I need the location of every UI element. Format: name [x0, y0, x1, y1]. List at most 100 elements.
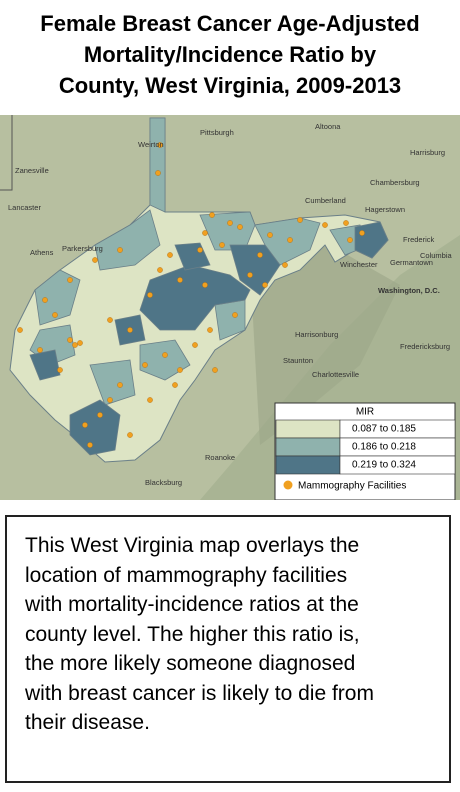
- county: [139, 264, 251, 331]
- facility-dot: [209, 212, 215, 218]
- facility-dot: [67, 337, 73, 343]
- facility-dot: [92, 257, 98, 263]
- place-label: Harrisburg: [410, 148, 445, 157]
- facility-dot: [177, 277, 183, 283]
- place-label: Cumberland: [305, 196, 346, 205]
- caption-box: This West Virginia map overlays the loca…: [5, 515, 451, 783]
- map: Pittsburgh Altoona Harrisburg Weirton Ch…: [0, 115, 460, 500]
- facility-dot: [167, 252, 173, 258]
- facility-dot: [142, 362, 148, 368]
- facility-dot: [247, 272, 253, 278]
- legend-swatch: [275, 419, 341, 439]
- place-label: Roanoke: [205, 453, 235, 462]
- facility-dot: [155, 170, 161, 176]
- place-label: Frederick: [403, 235, 435, 244]
- facility-dot: [147, 292, 153, 298]
- facility-dot: [72, 342, 78, 348]
- facility-dot: [322, 222, 328, 228]
- caption-line: the more likely someone diagnosed: [25, 652, 356, 675]
- facility-dot: [162, 352, 168, 358]
- legend-facility-label: Mammography Facilities: [298, 481, 406, 492]
- place-label: Germantown: [390, 258, 433, 267]
- legend-label: 0.087 to 0.185: [352, 424, 416, 435]
- place-label: Fredericksburg: [400, 342, 450, 351]
- facility-dot: [117, 382, 123, 388]
- place-label: Staunton: [283, 356, 313, 365]
- facility-dot: [87, 442, 93, 448]
- facility-dot: [37, 347, 43, 353]
- place-label: Winchester: [340, 260, 378, 269]
- title: Female Breast Cancer Age-Adjusted Mortal…: [0, 8, 460, 101]
- facility-dot: [297, 217, 303, 223]
- caption-line: their disease.: [25, 711, 150, 734]
- facility-dot: [127, 327, 133, 333]
- place-label: Parkersburg: [62, 244, 103, 253]
- place-label: Lancaster: [8, 203, 41, 212]
- facility-dot: [52, 312, 58, 318]
- place-label: Altoona: [315, 122, 341, 131]
- legend-label: 0.186 to 0.218: [352, 442, 416, 453]
- place-label: Athens: [30, 248, 54, 257]
- legend-rows: 0.087 to 0.185 0.186 to 0.218 0.219 to 0.3…: [275, 419, 456, 492]
- facility-dot: [127, 432, 133, 438]
- place-label: Columbia: [420, 251, 453, 260]
- legend-dot: [283, 480, 293, 490]
- caption-line: with mortality-incidence ratios at the: [25, 593, 359, 616]
- legend-title: MIR: [356, 407, 374, 418]
- facility-dot: [67, 277, 73, 283]
- county: [89, 359, 136, 406]
- county: [199, 211, 256, 251]
- place-label: Harrisonburg: [295, 330, 338, 339]
- facility-dot: [192, 342, 198, 348]
- facility-dot: [343, 220, 349, 226]
- caption-line: This West Virginia map overlays the: [25, 534, 360, 557]
- inset-border: [0, 115, 13, 191]
- county: [34, 269, 81, 326]
- county: [69, 399, 121, 456]
- place-label: Charlottesville: [312, 370, 359, 379]
- facility-dot: [219, 242, 225, 248]
- facility-dot: [282, 262, 288, 268]
- facility-dot: [227, 220, 233, 226]
- facility-dot: [212, 367, 218, 373]
- facility-dot: [82, 422, 88, 428]
- place-label: Pittsburgh: [200, 128, 234, 137]
- facility-dot: [237, 224, 243, 230]
- facility-dot: [257, 252, 263, 258]
- legend-label: 0.219 to 0.324: [352, 460, 416, 471]
- place-label: Blacksburg: [145, 478, 182, 487]
- county: [29, 349, 61, 381]
- facility-dot: [57, 367, 63, 373]
- facility-dot: [117, 247, 123, 253]
- facility-dot: [172, 382, 178, 388]
- legend-swatch: [275, 437, 341, 457]
- title-line: County, West Virginia, 2009-2013: [58, 73, 402, 98]
- caption-line: with breast cancer is likely to die from: [25, 681, 374, 705]
- facility-dot: [197, 247, 203, 253]
- place-label: Chambersburg: [370, 178, 420, 187]
- facility-dot: [77, 340, 83, 346]
- facility-dot: [157, 142, 163, 148]
- legend-swatch: [275, 455, 341, 475]
- place-label: Washington, D.C.: [378, 286, 440, 295]
- facility-dot: [107, 317, 113, 323]
- ridges: [250, 245, 400, 445]
- place-label: Weirton: [138, 140, 164, 149]
- facility-dot: [347, 237, 353, 243]
- facility-dot: [177, 367, 183, 373]
- county: [149, 117, 166, 213]
- facility-dot: [17, 327, 23, 333]
- title-line: Mortality/Incidence Ratio by: [83, 42, 377, 67]
- facility-dot: [202, 282, 208, 288]
- county: [94, 209, 161, 271]
- facility-dot: [267, 232, 273, 238]
- caption-line: county level. The higher this ratio is,: [25, 622, 360, 646]
- place-label: Zanesville: [15, 166, 49, 175]
- caption-line: location of mammography facilities: [25, 563, 348, 587]
- county: [229, 244, 281, 296]
- legend: MIR 0.087 to 0.185 0.186 to 0.218 0.219 to…: [274, 402, 456, 500]
- facility-dot: [359, 230, 365, 236]
- facility-dot: [147, 397, 153, 403]
- legend-cell: [339, 455, 456, 475]
